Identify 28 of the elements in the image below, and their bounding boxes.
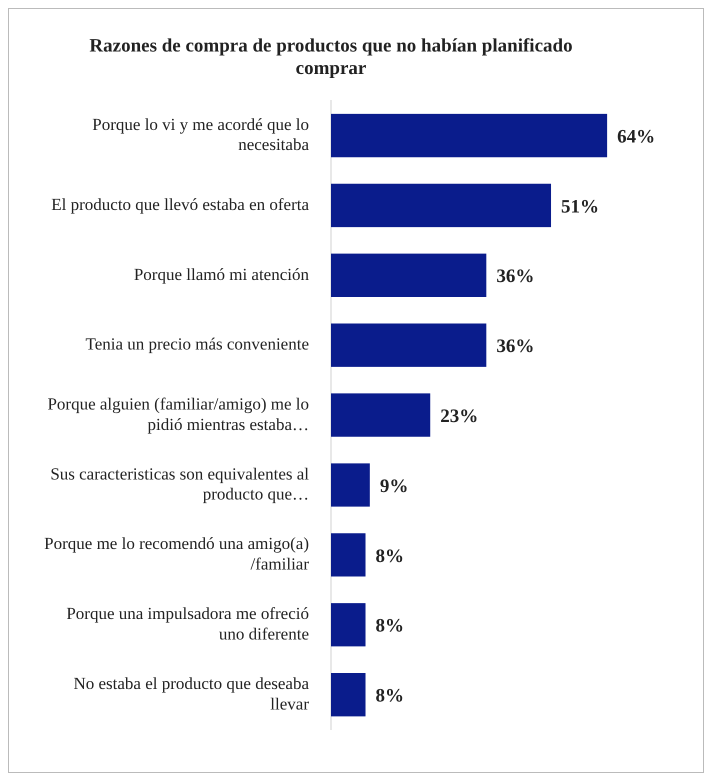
chart-title: Razones de compra de productos que no habían planificado comprar bbox=[89, 35, 573, 80]
y-tick-label: Sus caracteristicas son equivalentes al producto que… bbox=[50, 464, 310, 504]
data-label: 8% bbox=[376, 546, 404, 567]
bar bbox=[331, 254, 486, 297]
bar bbox=[331, 533, 366, 577]
y-tick-label: Porque me lo recomendó una amigo(a) /familiar bbox=[44, 534, 310, 574]
y-tick-label: Porque una impulsadora me ofreció uno diferente bbox=[66, 604, 309, 644]
bar bbox=[331, 603, 366, 646]
data-label: 36% bbox=[496, 336, 534, 358]
bar bbox=[331, 184, 552, 228]
y-tick-label: Tenia un precio más conveniente bbox=[86, 334, 309, 354]
bar bbox=[331, 672, 366, 716]
data-label: 64% bbox=[617, 126, 656, 148]
data-label: 9% bbox=[380, 476, 408, 497]
bar bbox=[331, 393, 430, 437]
data-label: 51% bbox=[561, 196, 600, 218]
bar bbox=[331, 324, 486, 367]
bar bbox=[331, 463, 370, 507]
data-label: 36% bbox=[496, 266, 534, 288]
data-label: 23% bbox=[440, 406, 478, 428]
y-tick-label: Porque alguien (familiar/amigo) me lo pidió mientras estaba… bbox=[47, 394, 309, 434]
data-label: 8% bbox=[376, 616, 404, 637]
y-tick-label: Porque lo vi y me acordé que lo necesitaba bbox=[92, 114, 310, 154]
y-tick-label: El producto que llevó estaba en oferta bbox=[51, 194, 310, 214]
bar bbox=[331, 114, 608, 158]
y-tick-label: No estaba el producto que deseaba llevar bbox=[73, 674, 310, 714]
data-label: 8% bbox=[376, 686, 404, 707]
y-tick-label: Porque llamó mi atención bbox=[134, 264, 310, 284]
